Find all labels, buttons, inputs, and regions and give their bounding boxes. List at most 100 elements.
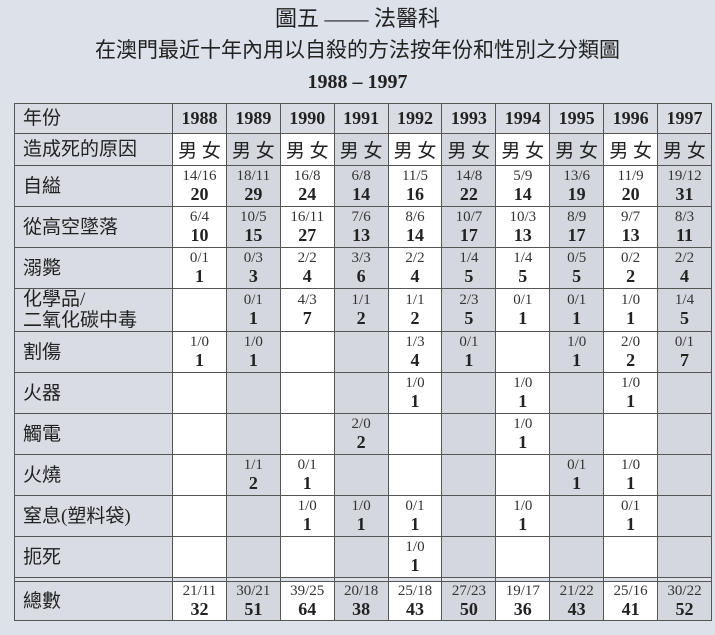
male-female-ratio: 0/1 [674, 334, 695, 350]
cell-total: 1 [248, 350, 258, 370]
male-female-ratio: 30/21 [236, 583, 271, 599]
year-header-cell: 1990 [279, 103, 335, 134]
sex-label-cell: 男 女 [549, 133, 605, 166]
male-female-ratio: 10/3 [509, 209, 537, 225]
data-cell: 10/5 15 [225, 206, 281, 248]
cell-total: 50 [459, 599, 478, 619]
data-cell: 6/8 14 [333, 165, 389, 207]
table-row: 化學品/ 二氧化碳中毒 0/1 1 4/3 7 1/1 2 1/1 2 2/3 5 0/1 1 0/1 1 1… [14, 288, 712, 332]
row-label: 割傷 [14, 331, 173, 373]
sex-label-cell: 男 女 [387, 133, 443, 166]
data-cell: 1/4 5 [495, 247, 551, 289]
cell-total: 14 [513, 184, 532, 204]
data-cell [549, 413, 605, 455]
male-female-ratio: 8/6 [405, 209, 425, 225]
table-row: 自縊 14/16 20 18/11 29 16/8 24 6/8 14 11/5 16 14/8 22 5… [14, 165, 712, 207]
sex-label-cell: 男 女 [603, 133, 659, 166]
male-female-ratio: 6/4 [189, 209, 210, 225]
data-cell: 0/1 1 [549, 454, 605, 496]
male-female-ratio: 20/18 [344, 583, 379, 599]
data-cell [172, 372, 227, 414]
male-female-ratio: 2/3 [459, 292, 479, 308]
cell-total: 5 [464, 308, 474, 328]
male-female-ratio: 5/9 [513, 168, 533, 184]
male-female-ratio: 1/1 [243, 457, 263, 473]
sex-label-cell: 男 女 [441, 133, 497, 166]
male-female-ratio: 8/9 [567, 209, 587, 225]
row-label: 從高空墜落 [14, 206, 173, 248]
data-cell: 1/0 1 [279, 495, 335, 537]
year-header-cell: 1994 [495, 103, 551, 134]
male-female-ratio: 0/3 [243, 250, 263, 266]
male-female-ratio: 14/16 [182, 168, 217, 184]
cell-total: 13 [513, 225, 532, 245]
row-label: 化學品/ 二氧化碳中毒 [14, 288, 173, 332]
cell-total: 19 [567, 184, 586, 204]
data-cell: 20/18 38 [333, 581, 389, 621]
cell-total: 2 [248, 473, 258, 493]
data-cell [387, 413, 443, 455]
male-female-ratio: 0/1 [567, 457, 587, 473]
male-female-ratio: 1/0 [620, 457, 641, 473]
cell-total: 17 [459, 225, 478, 245]
data-cell [225, 372, 281, 414]
data-cell: 0/1 1 [549, 288, 605, 332]
data-cell: 0/1 1 [225, 288, 281, 332]
male-female-ratio: 7/6 [351, 209, 371, 225]
data-cell: 30/22 52 [657, 581, 712, 621]
male-female-ratio: 0/1 [297, 457, 317, 473]
cell-total: 17 [567, 225, 586, 245]
data-cell: 16/8 24 [279, 165, 335, 207]
male-female-ratio: 39/25 [290, 583, 325, 599]
cell-total: 5 [572, 266, 582, 286]
year-header-label: 年份 [14, 103, 173, 134]
cell-total: 4 [302, 266, 312, 286]
cell-total: 1 [572, 473, 582, 493]
cell-total: 13 [352, 225, 371, 245]
suicide-methods-table: 年份 1988 1989 1990 1991 1992 1993 1994 1995 1996 19… [14, 103, 712, 621]
data-cell: 0/1 1 [603, 495, 659, 537]
data-cell: 0/1 1 [495, 288, 551, 332]
male-female-ratio: 16/11 [290, 209, 325, 225]
cell-total: 1 [194, 350, 204, 370]
data-cell: 3/3 6 [333, 247, 389, 289]
male-female-ratio: 21/22 [559, 583, 594, 599]
data-cell [441, 536, 497, 578]
data-cell [657, 454, 712, 496]
data-cell: 39/25 64 [279, 581, 335, 621]
data-cell: 14/8 22 [441, 165, 497, 207]
cell-total: 5 [680, 308, 689, 328]
male-female-ratio: 21/11 [182, 583, 217, 599]
row-label: 自縊 [14, 165, 173, 207]
cell-total: 20 [621, 184, 640, 204]
male-female-ratio: 25/16 [613, 583, 648, 599]
data-cell: 10/7 17 [441, 206, 497, 248]
cell-total: 2 [626, 266, 636, 286]
data-cell [333, 372, 389, 414]
cell-total: 4 [410, 266, 420, 286]
data-cell: 0/1 1 [441, 331, 497, 373]
data-cell: 1/1 2 [333, 288, 389, 332]
male-female-ratio: 1/0 [405, 539, 425, 555]
male-female-ratio: 1/0 [513, 416, 533, 432]
data-cell [279, 331, 335, 373]
cell-total: 11 [676, 225, 694, 245]
data-cell: 2/0 2 [333, 413, 389, 455]
cell-total: 24 [298, 184, 317, 204]
cell-total: 1 [626, 391, 636, 411]
row-label: 窒息(塑料袋) [14, 495, 173, 537]
data-cell [441, 413, 497, 455]
male-female-ratio: 1/4 [459, 250, 479, 266]
data-cell [172, 288, 227, 332]
cell-total: 4 [410, 350, 420, 370]
cell-total: 1 [572, 350, 582, 370]
data-cell [225, 413, 281, 455]
data-cell [495, 454, 551, 496]
cell-total: 6 [356, 266, 366, 286]
male-female-ratio: 1/3 [405, 334, 425, 350]
data-cell: 2/2 4 [387, 247, 443, 289]
data-cell: 2/2 4 [279, 247, 335, 289]
male-female-ratio: 0/5 [567, 250, 587, 266]
data-cell: 11/9 20 [603, 165, 659, 207]
male-female-ratio: 1/1 [405, 292, 425, 308]
